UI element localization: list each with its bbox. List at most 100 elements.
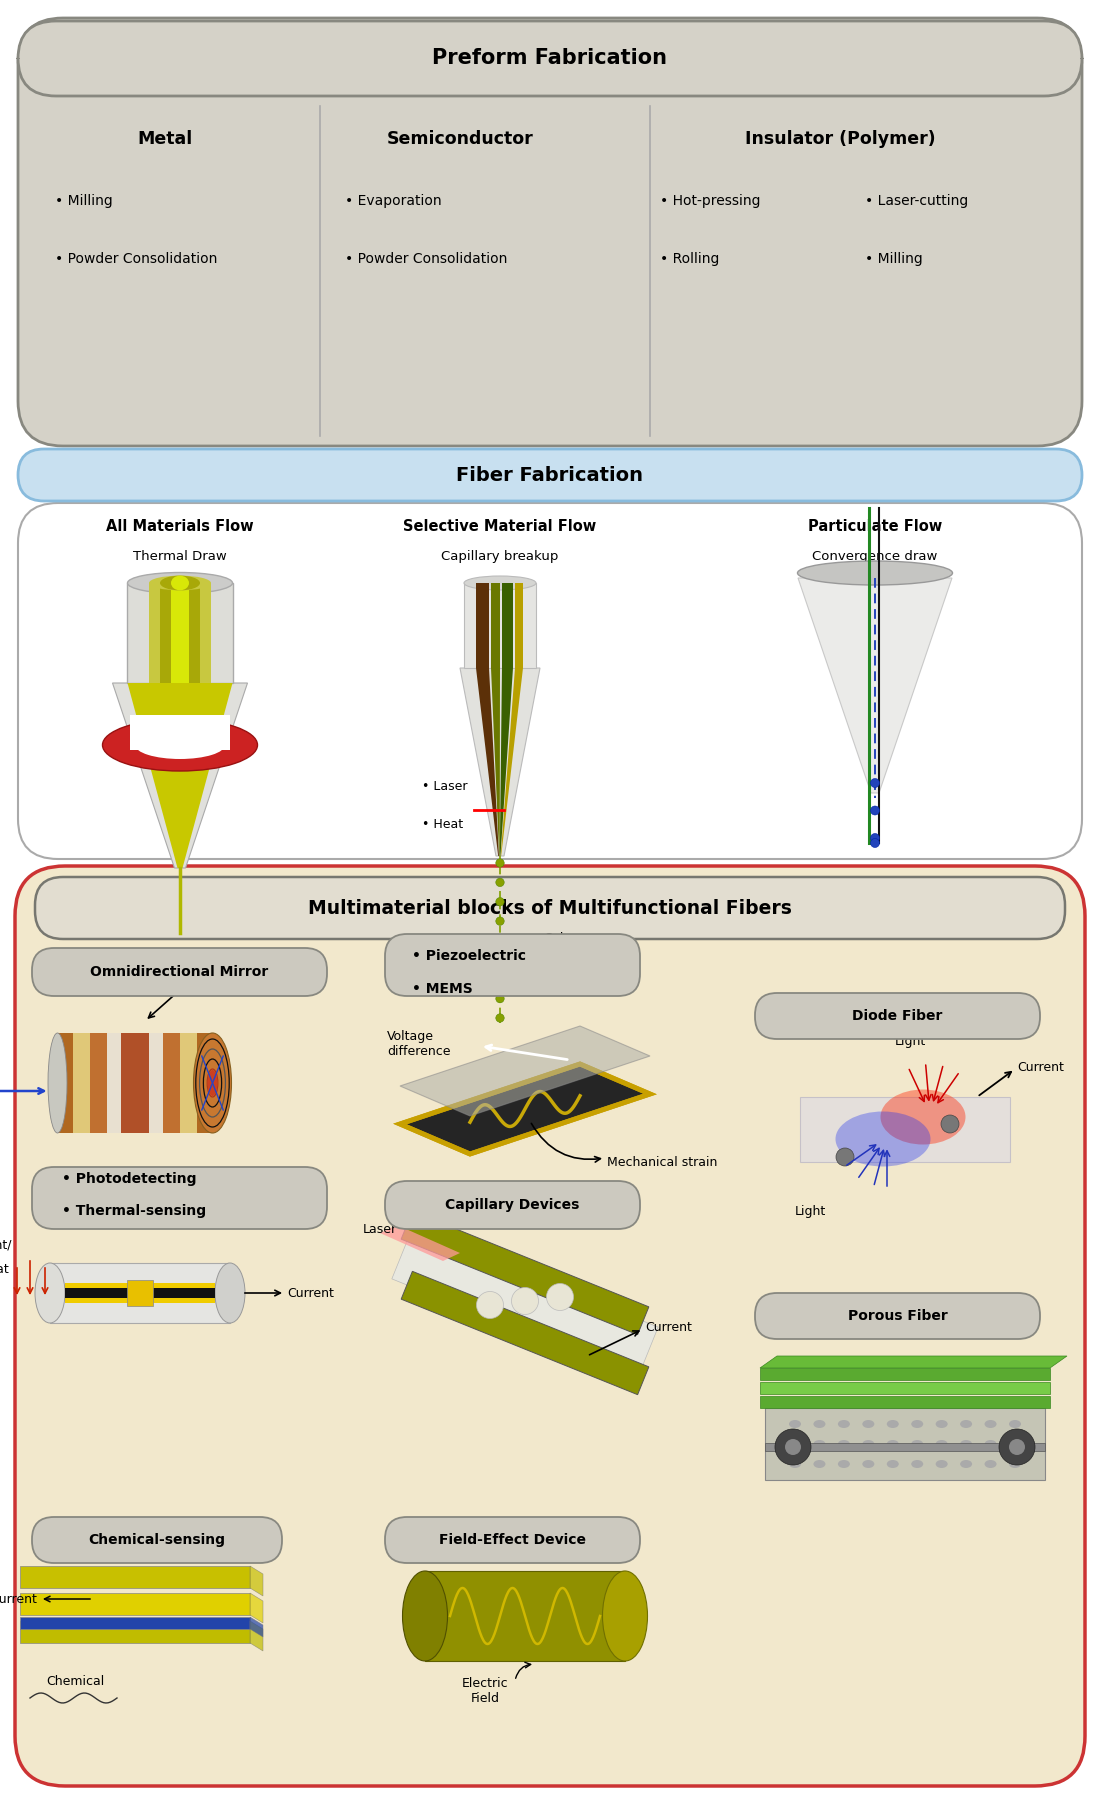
Ellipse shape xyxy=(214,1263,245,1324)
Circle shape xyxy=(776,1428,811,1464)
Ellipse shape xyxy=(984,1441,997,1448)
Text: Electric
Field: Electric Field xyxy=(462,1677,508,1706)
Text: Current: Current xyxy=(287,1286,334,1300)
Text: All Materials Flow: All Materials Flow xyxy=(107,519,254,533)
FancyBboxPatch shape xyxy=(18,22,1082,95)
Circle shape xyxy=(496,974,504,983)
Circle shape xyxy=(512,1288,539,1315)
FancyBboxPatch shape xyxy=(18,18,1082,447)
Bar xyxy=(65,1282,214,1302)
Ellipse shape xyxy=(148,576,211,591)
Circle shape xyxy=(940,1115,959,1133)
Ellipse shape xyxy=(1009,1419,1021,1428)
Ellipse shape xyxy=(1009,1441,1021,1448)
Ellipse shape xyxy=(838,1419,850,1428)
Text: Porous Fiber: Porous Fiber xyxy=(848,1309,947,1324)
Ellipse shape xyxy=(960,1441,972,1448)
Text: • Milling: • Milling xyxy=(865,252,923,267)
Polygon shape xyxy=(402,1272,649,1394)
FancyBboxPatch shape xyxy=(755,992,1040,1039)
Circle shape xyxy=(785,1439,801,1455)
Bar xyxy=(764,1408,1045,1480)
Circle shape xyxy=(496,859,504,868)
FancyBboxPatch shape xyxy=(15,866,1085,1787)
Ellipse shape xyxy=(936,1441,948,1448)
FancyBboxPatch shape xyxy=(32,947,327,996)
Ellipse shape xyxy=(887,1461,899,1468)
Text: • Evaporation: • Evaporation xyxy=(345,195,441,207)
Text: • Laser-cutting: • Laser-cutting xyxy=(865,195,968,207)
Polygon shape xyxy=(500,668,522,855)
Ellipse shape xyxy=(984,1461,997,1468)
Text: Spheres: Spheres xyxy=(544,931,595,944)
Circle shape xyxy=(870,839,880,848)
FancyBboxPatch shape xyxy=(755,1293,1040,1338)
Polygon shape xyxy=(499,668,513,855)
Text: Omnidirectional Mirror: Omnidirectional Mirror xyxy=(90,965,268,980)
Polygon shape xyxy=(392,1228,658,1378)
Ellipse shape xyxy=(862,1441,874,1448)
Text: Current: Current xyxy=(645,1320,692,1333)
Text: Light/: Light/ xyxy=(0,1239,13,1252)
Circle shape xyxy=(496,956,504,964)
Text: Voltage
difference: Voltage difference xyxy=(387,1030,451,1057)
Text: Laser: Laser xyxy=(363,1223,397,1235)
Bar xyxy=(464,584,536,668)
Bar xyxy=(107,1034,163,1133)
Text: Light: Light xyxy=(794,1205,826,1217)
Polygon shape xyxy=(250,1594,263,1623)
Ellipse shape xyxy=(911,1441,923,1448)
Polygon shape xyxy=(250,1567,263,1596)
Text: • Thermal-sensing: • Thermal-sensing xyxy=(62,1205,206,1217)
Polygon shape xyxy=(402,1212,649,1335)
Polygon shape xyxy=(460,668,540,855)
Polygon shape xyxy=(128,683,232,868)
Bar xyxy=(764,1443,1045,1452)
Ellipse shape xyxy=(170,576,189,591)
Text: Convergence draw: Convergence draw xyxy=(812,549,937,562)
Text: Semiconductor: Semiconductor xyxy=(386,130,534,148)
Polygon shape xyxy=(476,668,499,855)
Text: Capillary Devices: Capillary Devices xyxy=(446,1198,580,1212)
Ellipse shape xyxy=(48,1034,67,1133)
Text: Fiber Fabrication: Fiber Fabrication xyxy=(456,465,644,484)
Bar xyxy=(90,1034,180,1133)
Ellipse shape xyxy=(887,1441,899,1448)
Ellipse shape xyxy=(838,1441,850,1448)
Bar xyxy=(126,1281,153,1306)
Polygon shape xyxy=(760,1356,1067,1369)
Bar xyxy=(425,1570,625,1661)
Bar xyxy=(57,1034,212,1133)
Bar xyxy=(128,584,232,683)
Text: • Piezoelectric: • Piezoelectric xyxy=(412,949,526,964)
FancyBboxPatch shape xyxy=(32,1516,282,1563)
Bar xyxy=(476,584,490,668)
Ellipse shape xyxy=(862,1461,874,1468)
Ellipse shape xyxy=(887,1419,899,1428)
FancyBboxPatch shape xyxy=(18,448,1082,501)
Ellipse shape xyxy=(880,1090,966,1144)
Polygon shape xyxy=(491,668,501,855)
Text: • Hot-pressing: • Hot-pressing xyxy=(660,195,760,207)
Polygon shape xyxy=(400,1064,650,1154)
Bar xyxy=(121,1034,148,1133)
Text: Preform Fabrication: Preform Fabrication xyxy=(432,49,668,68)
Text: Mechanical strain: Mechanical strain xyxy=(607,1156,717,1169)
Bar xyxy=(760,1396,1050,1408)
Polygon shape xyxy=(400,1027,650,1117)
Polygon shape xyxy=(379,1225,460,1261)
Ellipse shape xyxy=(464,576,536,591)
Polygon shape xyxy=(798,578,952,792)
Ellipse shape xyxy=(798,560,953,585)
Bar xyxy=(760,1369,1050,1380)
Text: Insulator (Polymer): Insulator (Polymer) xyxy=(745,130,935,148)
FancyBboxPatch shape xyxy=(385,1181,640,1228)
Bar xyxy=(20,1617,250,1628)
Bar xyxy=(20,1594,250,1615)
Bar xyxy=(491,584,501,668)
Ellipse shape xyxy=(208,1070,218,1097)
Text: Field-Effect Device: Field-Effect Device xyxy=(439,1533,586,1547)
Ellipse shape xyxy=(960,1419,972,1428)
Ellipse shape xyxy=(813,1441,825,1448)
Ellipse shape xyxy=(936,1419,948,1428)
